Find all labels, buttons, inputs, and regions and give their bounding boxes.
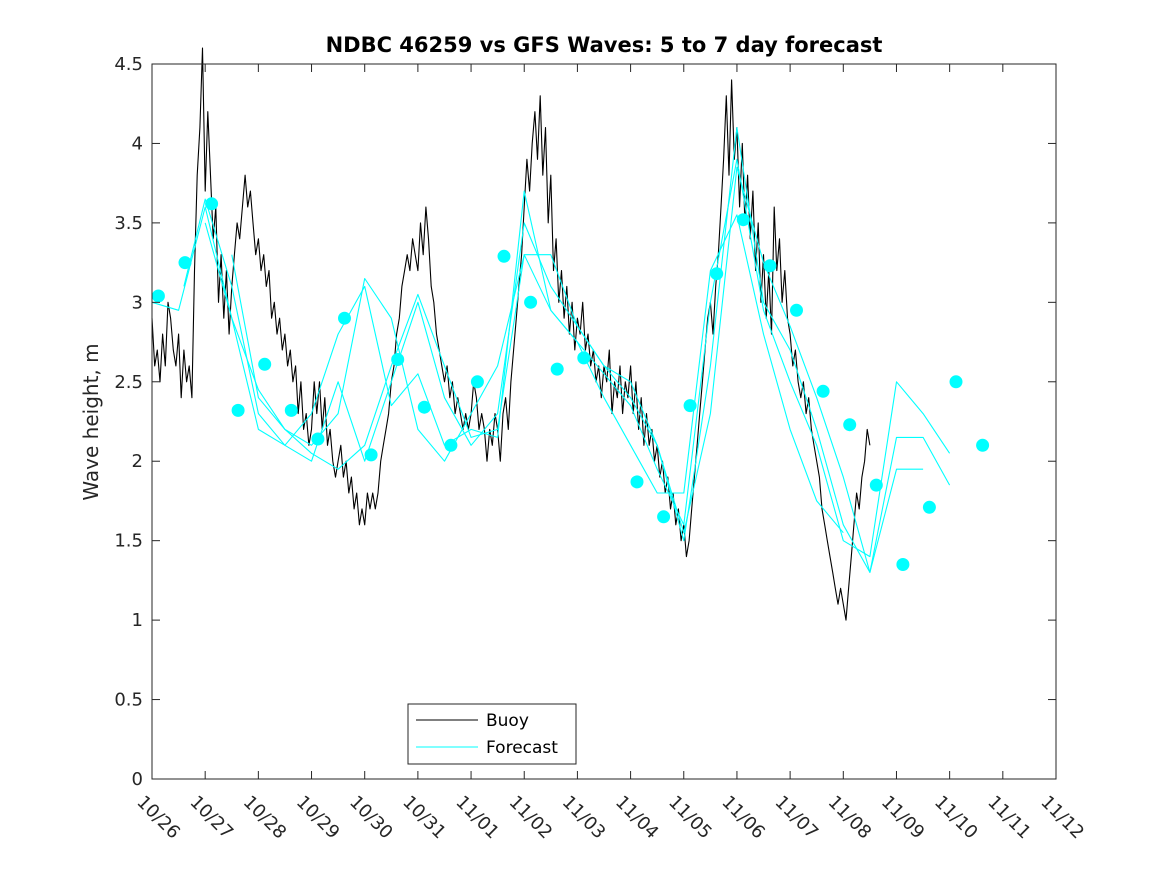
y-axis-label: Wave height, m	[79, 343, 103, 500]
y-tick-label: 1.5	[114, 531, 143, 552]
forecast-marker-21	[736, 213, 750, 227]
forecast-marker-4	[258, 357, 272, 371]
y-tick-label: 3	[132, 292, 143, 313]
axes-box	[151, 63, 1057, 780]
y-tick-label: 2	[132, 451, 143, 472]
y-tick-label: 3.5	[114, 213, 143, 234]
forecast-series-line-2	[183, 127, 951, 573]
legend: Buoy Forecast	[407, 703, 577, 765]
forecast-marker-12	[470, 375, 484, 389]
forecast-marker-20	[710, 267, 724, 281]
forecast-marker-8	[364, 448, 378, 462]
plot-area	[151, 47, 990, 621]
legend-forecast-label: Forecast	[486, 738, 558, 758]
forecast-series-line-4	[231, 214, 844, 534]
forecast-marker-1	[178, 256, 192, 270]
y-tick-label: 1	[132, 610, 143, 631]
forecast-marker-29	[949, 375, 963, 389]
y-tick-label: 4	[132, 133, 143, 154]
forecast-marker-28	[922, 500, 936, 514]
forecast-marker-14	[524, 295, 538, 309]
forecast-marker-18	[657, 510, 671, 524]
y-tick-label: 2.5	[114, 372, 143, 393]
legend-buoy-label: Buoy	[486, 711, 529, 731]
forecast-marker-5	[284, 403, 298, 417]
forecast-marker-25	[843, 418, 857, 432]
y-tick-label: 0	[132, 769, 143, 790]
chart-title: NDBC 46259 vs GFS Waves: 5 to 7 day fore…	[326, 33, 883, 57]
forecast-marker-26	[869, 478, 883, 492]
forecast-marker-22	[763, 259, 777, 273]
forecast-marker-10	[417, 400, 431, 414]
forecast-marker-30	[976, 438, 990, 452]
forecast-marker-11	[444, 438, 458, 452]
forecast-marker-24	[816, 384, 830, 398]
forecast-marker-23	[790, 303, 803, 317]
forecast-marker-6	[311, 432, 325, 446]
forecast-marker-17	[630, 475, 644, 489]
forecast-marker-15	[550, 362, 564, 376]
legend-box	[407, 703, 577, 765]
forecast-marker-27	[896, 558, 910, 571]
forecast-marker-7	[338, 311, 351, 325]
forecast-marker-0	[151, 289, 165, 303]
buoy-series-line	[151, 47, 871, 621]
y-tick-label: 0.5	[114, 690, 143, 711]
y-axis: 0 0.5 1 1.5 2 2.5 3 3.5 4 4.5	[114, 54, 1056, 790]
forecast-marker-13	[497, 249, 511, 263]
forecast-marker-16	[577, 351, 591, 365]
forecast-marker-3	[231, 403, 245, 417]
forecast-marker-19	[683, 399, 697, 413]
forecast-marker-9	[391, 353, 405, 366]
y-tick-label: 4.5	[114, 54, 143, 75]
forecast-marker-2	[205, 197, 219, 211]
